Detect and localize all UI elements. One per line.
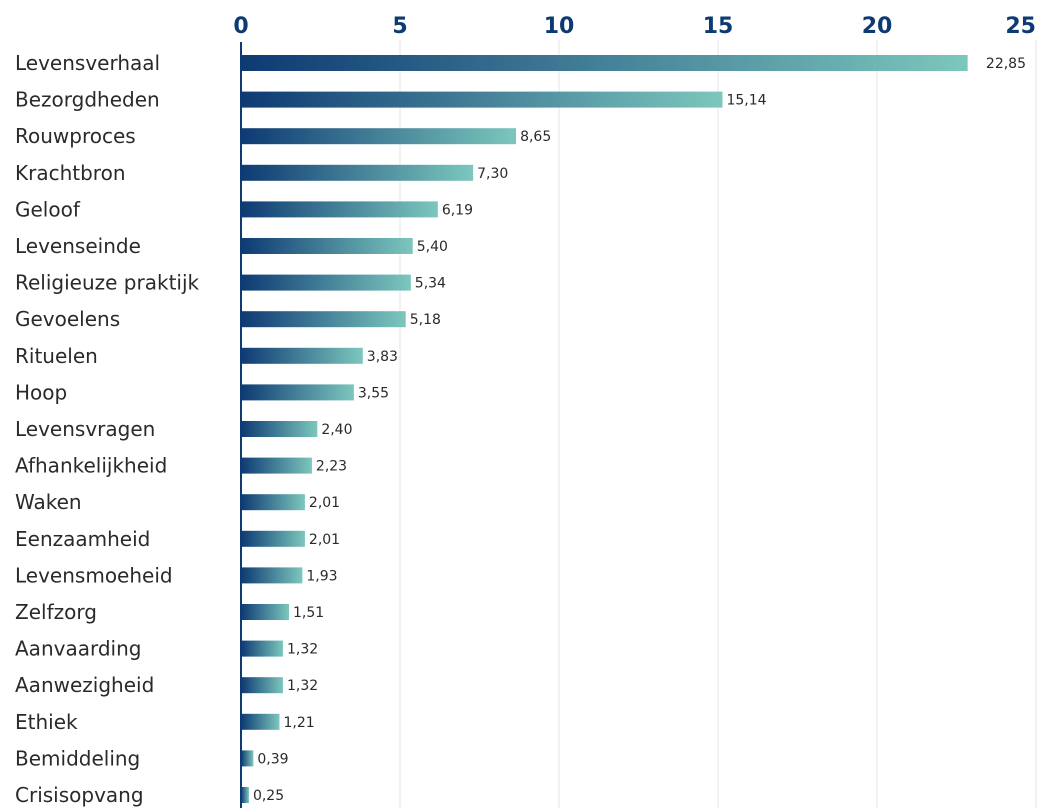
category-label: Aanwezigheid	[15, 673, 154, 697]
bar	[241, 164, 474, 181]
category-label: Zelfzorg	[15, 600, 97, 624]
category-label: Waken	[15, 490, 82, 514]
category-labels: Levensverhaal Bezorgdheden Rouwproces Krach…	[15, 51, 200, 807]
bar	[241, 347, 363, 364]
category-label: Levensvragen	[15, 417, 155, 441]
x-tick-label: 5	[392, 14, 407, 39]
category-label: Geloof	[15, 197, 81, 221]
bar	[241, 494, 305, 511]
bar	[241, 567, 303, 584]
value-label: 2,40	[321, 422, 352, 438]
value-label: 7,30	[477, 166, 508, 182]
bar	[241, 238, 413, 254]
x-tick-label: 20	[862, 14, 893, 39]
value-label: 1,51	[293, 605, 324, 621]
bar	[241, 604, 290, 620]
category-label: Bezorgdheden	[15, 88, 160, 112]
value-label: 0,25	[253, 788, 284, 804]
category-label: Eenzaamheid	[15, 527, 150, 551]
value-label: 15,14	[726, 93, 766, 109]
value-label: 1,32	[287, 678, 318, 694]
value-label: 1,21	[283, 715, 314, 731]
category-label: Afhankelijkheid	[15, 454, 167, 478]
bar	[241, 421, 318, 437]
value-label: 1,32	[287, 642, 318, 658]
bar	[241, 311, 406, 328]
grid	[399, 40, 1037, 808]
x-tick-label: 0	[233, 14, 248, 39]
value-label: 1,93	[306, 568, 337, 584]
category-label: Hoop	[15, 380, 67, 404]
category-label: Krachtbron	[15, 161, 126, 185]
category-label: Aanvaarding	[15, 637, 141, 661]
bar	[241, 787, 249, 803]
value-label: 6,19	[442, 202, 473, 218]
category-label: Crisisopvang	[15, 783, 144, 807]
x-axis-ticks: 0 5 10 15 20 25	[233, 14, 1036, 39]
value-label: 22,85	[986, 56, 1026, 72]
value-label: 5,34	[415, 276, 446, 292]
bar	[241, 750, 254, 767]
value-label: 5,40	[417, 239, 448, 255]
value-label: 5,18	[410, 312, 441, 328]
bar	[241, 457, 312, 474]
bar	[241, 91, 723, 108]
bar	[241, 55, 968, 71]
bars	[241, 55, 968, 803]
value-label: 2,23	[316, 459, 347, 475]
value-label: 8,65	[520, 129, 551, 145]
category-label: Gevoelens	[15, 307, 120, 331]
x-tick-label: 10	[544, 14, 575, 39]
value-labels: 22,85 15,14 8,65 7,30 6,19 5,40 5,34 5,18 3,83 3,…	[253, 56, 1026, 804]
bar	[241, 128, 517, 145]
x-tick-label: 25	[1005, 14, 1036, 39]
category-label: Ethiek	[15, 710, 78, 734]
value-label: 2,01	[309, 495, 340, 511]
bar	[241, 677, 283, 694]
value-label: 2,01	[309, 532, 340, 548]
bar	[241, 384, 354, 401]
x-tick-label: 15	[703, 14, 734, 39]
bar	[241, 530, 305, 547]
bar	[241, 274, 411, 291]
value-label: 3,55	[358, 385, 389, 401]
category-label: Religieuze praktijk	[15, 271, 200, 295]
bar	[241, 640, 283, 657]
category-label: Levensverhaal	[15, 51, 160, 75]
category-label: Bemiddeling	[15, 746, 140, 770]
bar	[241, 201, 438, 218]
value-label: 3,83	[367, 349, 398, 365]
value-label: 0,39	[257, 751, 288, 767]
category-label: Rouwproces	[15, 124, 136, 148]
category-label: Levenseinde	[15, 234, 141, 258]
bar	[241, 713, 280, 730]
category-label: Levensmoeheid	[15, 563, 173, 587]
category-label: Rituelen	[15, 344, 98, 368]
